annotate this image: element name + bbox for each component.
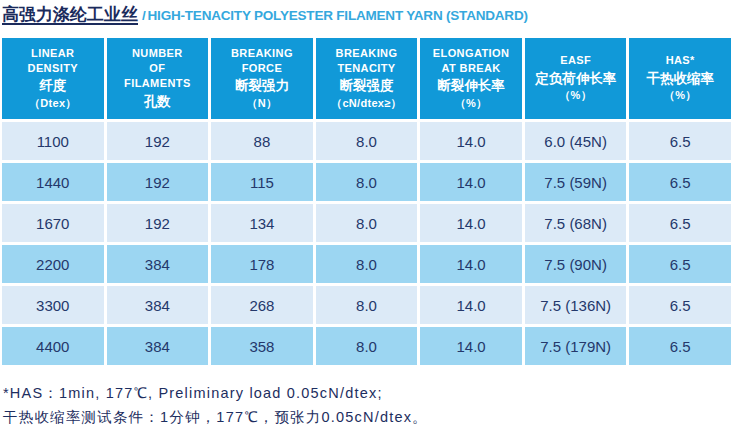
header-label-en: AT BREAK xyxy=(441,61,500,76)
table-cell: 8.0 xyxy=(316,286,418,324)
table-cell: 6.5 xyxy=(629,204,731,242)
table-cell: 7.5 (179N) xyxy=(525,327,627,365)
header-unit: （%） xyxy=(455,96,488,111)
spec-table: LINEARDENSITY纤度（Dtex）NUMBEROFFILAMENTS孔数… xyxy=(2,38,731,365)
table-cell: 14.0 xyxy=(420,122,522,160)
header-unit: （cN/dtex≥） xyxy=(331,96,402,111)
header-label-en: BREAKING xyxy=(336,46,398,61)
table-cell: 384 xyxy=(107,245,209,283)
header-label-zh: 断裂伸长率 xyxy=(437,76,505,96)
table-header-cell: LINEARDENSITY纤度（Dtex） xyxy=(2,38,104,119)
table-cell: 6.5 xyxy=(629,245,731,283)
header-label-zh: 断裂强力 xyxy=(235,76,289,96)
header-label-zh: 纤度 xyxy=(39,76,66,96)
table-cell: 6.5 xyxy=(629,163,731,201)
table-cell: 2200 xyxy=(2,245,104,283)
header-label-en: HAS* xyxy=(666,53,695,68)
table-cell: 358 xyxy=(211,327,313,365)
table-cell: 7.5 (136N) xyxy=(525,286,627,324)
table-cell: 8.0 xyxy=(316,122,418,160)
table-cell: 192 xyxy=(107,204,209,242)
spec-sheet-page: 高强力涤纶工业丝 /HIGH-TENACITY POLYESTER FILAMEN… xyxy=(0,0,732,434)
table-cell: 8.0 xyxy=(316,163,418,201)
table-cell: 4400 xyxy=(2,327,104,365)
table-header-cell: BREAKINGTENACITY断裂强度（cN/dtex≥） xyxy=(316,38,418,119)
header-unit: （%） xyxy=(559,88,592,103)
table-cell: 1670 xyxy=(2,204,104,242)
table-cell: 7.5 (68N) xyxy=(525,204,627,242)
table-cell: 6.0 (45N) xyxy=(525,122,627,160)
title-english: HIGH-TENACITY POLYESTER FILAMENT YARN (S… xyxy=(148,8,528,23)
table-cell: 8.0 xyxy=(316,245,418,283)
header-unit: （Dtex） xyxy=(29,96,77,111)
footnote-line-chinese: 干热收缩率测试条件：1分钟，177℃，预张力0.05cN/dtex。 xyxy=(3,405,428,429)
header-label-en: ELONGATION xyxy=(433,46,510,61)
table-cell: 8.0 xyxy=(316,327,418,365)
footnote-line-english: *HAS：1min, 177℃, Preliminary load 0.05cN… xyxy=(3,381,428,405)
table-header-cell: BREAKINGFORCE断裂强力（N） xyxy=(211,38,313,119)
table-cell: 384 xyxy=(107,327,209,365)
table-cell: 1440 xyxy=(2,163,104,201)
header-label-en: NUMBER xyxy=(132,46,183,61)
table-cell: 7.5 (59N) xyxy=(525,163,627,201)
table-cell: 192 xyxy=(107,163,209,201)
table-cell: 14.0 xyxy=(420,327,522,365)
table-cell: 3300 xyxy=(2,286,104,324)
page-title: 高强力涤纶工业丝 /HIGH-TENACITY POLYESTER FILAMEN… xyxy=(2,3,528,26)
header-label-en: DENSITY xyxy=(28,61,78,76)
header-label-zh: 干热收缩率 xyxy=(646,69,714,89)
table-cell: 1100 xyxy=(2,122,104,160)
header-label-en: OF xyxy=(149,61,165,76)
table-cell: 6.5 xyxy=(629,286,731,324)
header-label-zh: 孔数 xyxy=(144,92,171,112)
header-label-zh: 定负荷伸长率 xyxy=(535,69,616,89)
header-unit: （N） xyxy=(246,96,277,111)
table-cell: 6.5 xyxy=(629,327,731,365)
footnote: *HAS：1min, 177℃, Preliminary load 0.05cN… xyxy=(3,381,428,429)
table-cell: 268 xyxy=(211,286,313,324)
table-header-cell: NUMBEROFFILAMENTS孔数 xyxy=(107,38,209,119)
table-cell: 8.0 xyxy=(316,204,418,242)
table-cell: 7.5 (90N) xyxy=(525,245,627,283)
table-cell: 14.0 xyxy=(420,245,522,283)
header-label-en: FORCE xyxy=(242,61,283,76)
header-label-en: TENACITY xyxy=(337,61,395,76)
table-header-cell: ELONGATIONAT BREAK断裂伸长率（%） xyxy=(420,38,522,119)
header-label-en: EASF xyxy=(560,53,591,68)
table-cell: 6.5 xyxy=(629,122,731,160)
header-label-zh: 断裂强度 xyxy=(339,76,393,96)
table-cell: 14.0 xyxy=(420,204,522,242)
table-cell: 134 xyxy=(211,204,313,242)
header-unit: （%） xyxy=(664,88,697,103)
header-label-en: FILAMENTS xyxy=(124,76,191,91)
table-cell: 115 xyxy=(211,163,313,201)
title-separator: / xyxy=(142,8,146,23)
table-cell: 192 xyxy=(107,122,209,160)
table-cell: 88 xyxy=(211,122,313,160)
title-chinese: 高强力涤纶工业丝 xyxy=(2,5,138,24)
table-cell: 178 xyxy=(211,245,313,283)
table-header-cell: EASF定负荷伸长率（%） xyxy=(525,38,627,119)
table-header-cell: HAS*干热收缩率（%） xyxy=(629,38,731,119)
table-cell: 384 xyxy=(107,286,209,324)
header-label-en: BREAKING xyxy=(231,46,293,61)
table-cell: 14.0 xyxy=(420,163,522,201)
table-cell: 14.0 xyxy=(420,286,522,324)
header-label-en: LINEAR xyxy=(31,46,74,61)
